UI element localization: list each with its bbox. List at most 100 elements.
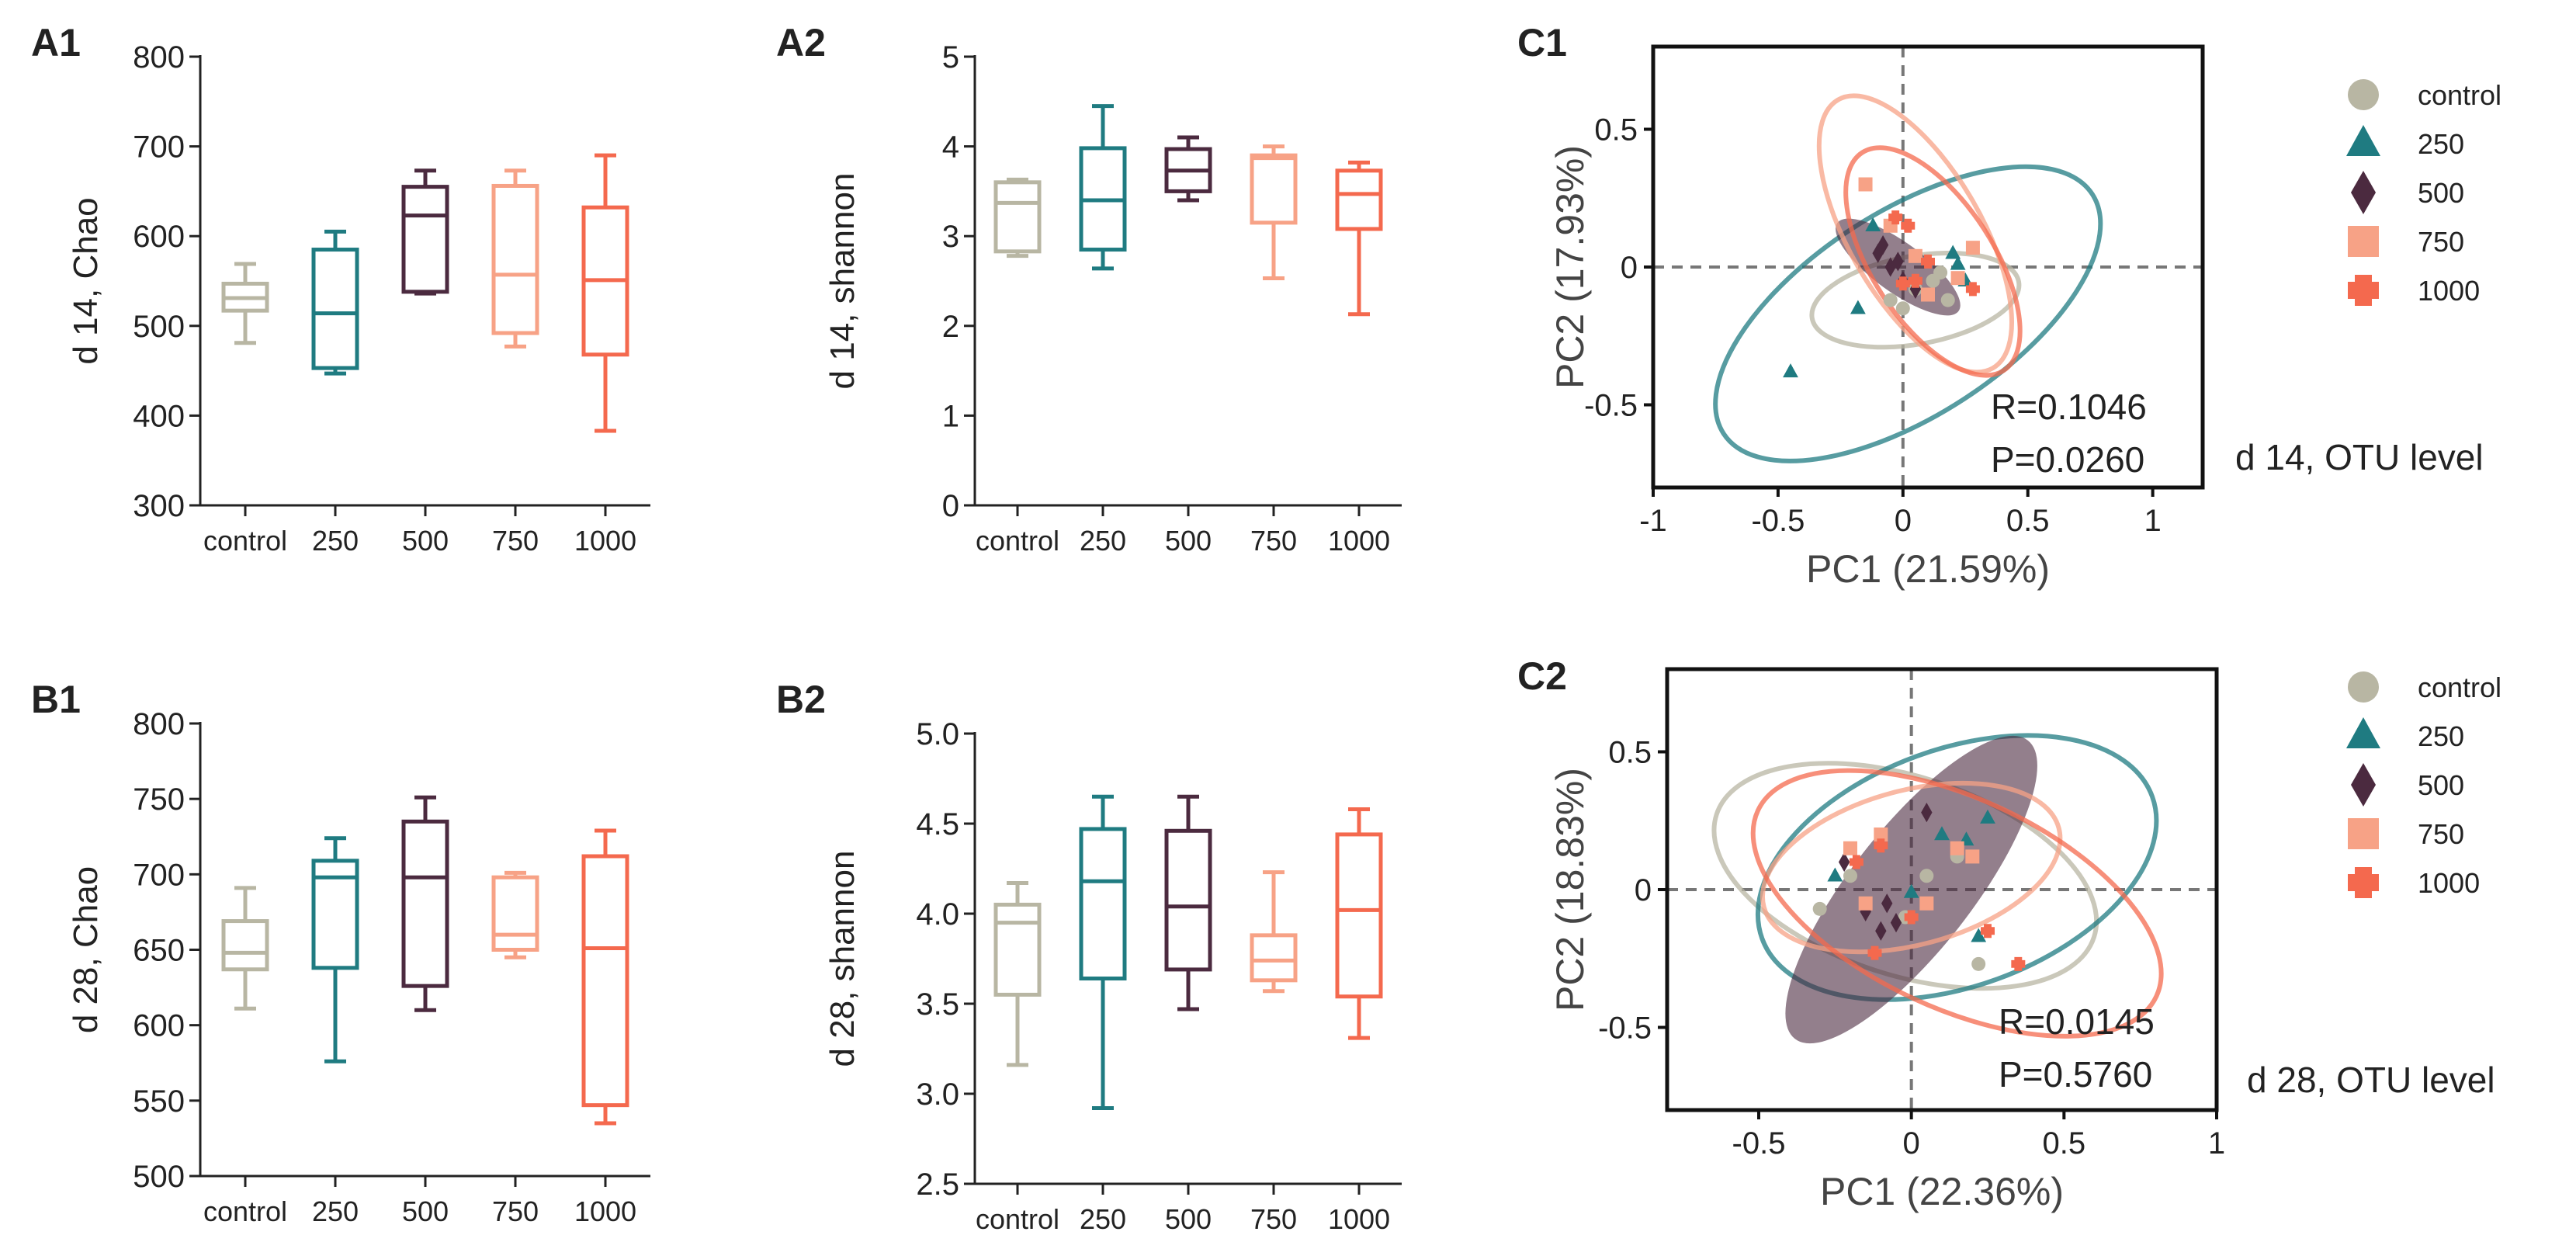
box-plot-a2: A2 d 14, shannon 0 1 2 3 4 5 control 250 500 750 100… (776, 21, 1402, 557)
square-icon (2348, 818, 2379, 849)
x-tick-label: 0 (1895, 504, 1912, 538)
point-1000 (1908, 273, 1922, 288)
point-750 (1965, 849, 1980, 864)
level-label: d 28, OTU level (2247, 1060, 2495, 1100)
y-tick-label: 0.5 (1594, 113, 1638, 147)
point-1000 (1895, 276, 1910, 291)
box-250 (311, 836, 359, 1063)
y-axis-label: PC2 (17.93%) (1548, 145, 1592, 389)
box-500 (401, 168, 449, 296)
box-iqr (221, 919, 269, 972)
y-tick-label: 4 (942, 130, 959, 165)
box-750 (491, 870, 539, 959)
x-tick-label: 1 (2208, 1126, 2225, 1161)
diamond-icon (2351, 171, 2376, 214)
point-1000 (2011, 956, 2026, 971)
point-250 (1945, 245, 1961, 259)
y-tick-label: 3.0 (916, 1077, 959, 1112)
category-label: 750 (1250, 1203, 1297, 1235)
point-500 (1890, 913, 1902, 933)
category-label: 1000 (1328, 1203, 1390, 1235)
category-label: 500 (1165, 1203, 1212, 1235)
box-iqr (581, 854, 629, 1108)
point-750 (1858, 177, 1873, 192)
y-tick-label: 2 (942, 310, 959, 344)
y-tick-label: 2.5 (916, 1168, 959, 1202)
legend-item-500: 500 (2351, 171, 2464, 214)
x-tick-label: -1 (1639, 504, 1667, 538)
category-label: 750 (492, 525, 539, 557)
point-1000 (1874, 838, 1888, 853)
point-control (1919, 869, 1934, 883)
plot-area (1667, 669, 2217, 1110)
box-iqr (993, 902, 1042, 997)
legend-label: 750 (2418, 226, 2464, 258)
point-750 (1950, 841, 1964, 855)
point-250 (1850, 300, 1866, 314)
legend-item-750: 750 (2348, 818, 2464, 850)
point-250 (1865, 217, 1881, 231)
point-250 (1903, 883, 1919, 898)
box-iqr (1335, 168, 1383, 231)
legend-label: control (2418, 671, 2501, 703)
y-tick-label: 3.5 (916, 987, 959, 1022)
legend-label: 250 (2418, 720, 2464, 752)
box-250 (311, 229, 359, 376)
box-iqr (311, 248, 359, 370)
category-label: 250 (312, 525, 359, 557)
point-500 (1881, 893, 1893, 914)
legend-label: 750 (2418, 818, 2464, 850)
point-750 (1921, 287, 1935, 302)
box-iqr (491, 875, 539, 952)
point-control (1933, 265, 1948, 280)
point-1000 (1981, 924, 1995, 939)
y-tick-label: 800 (133, 707, 185, 741)
x-axis-label: PC1 (22.36%) (1820, 1170, 2064, 1213)
box-control (221, 886, 269, 1011)
box-iqr (993, 180, 1042, 254)
point-750 (1858, 896, 1873, 911)
point-1000 (1888, 210, 1903, 225)
panel-label: B1 (31, 678, 81, 721)
box-iqr (1250, 933, 1298, 983)
box-1000 (1335, 160, 1383, 317)
category-label: 250 (312, 1195, 359, 1227)
box-500 (1164, 135, 1212, 203)
legend-item-control: control (2348, 79, 2501, 111)
panel-label: B2 (776, 678, 826, 721)
x-tick-label: -0.5 (1751, 504, 1805, 538)
legend-item-500: 500 (2351, 763, 2464, 807)
point-500 (1921, 803, 1933, 823)
category-label: 750 (492, 1195, 539, 1227)
legend-item-1000: 1000 (2348, 275, 2480, 307)
point-250 (1934, 826, 1950, 841)
box-iqr (401, 185, 449, 294)
box-1000 (1335, 807, 1383, 1040)
category-label: 250 (1080, 1203, 1126, 1235)
box-iqr (1079, 827, 1127, 981)
category-label: 500 (1165, 525, 1212, 557)
point-250 (1950, 255, 1966, 270)
box-iqr (491, 183, 539, 335)
x-tick-label: 0.5 (2043, 1126, 2086, 1161)
x-tick-label: 1 (2144, 504, 2162, 538)
point-750 (1950, 271, 1965, 286)
anosim-r-value: R=0.1046 (1991, 387, 2147, 427)
point-1000 (1904, 910, 1919, 925)
legend-item-250: 250 (2346, 125, 2464, 160)
circle-icon (2348, 79, 2379, 110)
box-500 (1164, 794, 1212, 1011)
x-tick-label: -0.5 (1732, 1126, 1786, 1161)
box-iqr (311, 859, 359, 970)
point-500 (1838, 852, 1850, 873)
y-tick-label: 1 (942, 399, 959, 433)
y-axis-label: PC2 (18.83%) (1548, 768, 1592, 1011)
box-plot-b2: B2 d 28, shannon 2.5 3.0 3.5 4.0 4.5 5.0 control… (776, 678, 1402, 1235)
confidence-ellipse-750 (1816, 93, 2014, 375)
point-control (1812, 901, 1827, 916)
category-label: 250 (1080, 525, 1126, 557)
point-750 (1965, 241, 1980, 255)
y-tick-label: 5 (942, 40, 959, 75)
panel-label: A1 (31, 21, 81, 64)
